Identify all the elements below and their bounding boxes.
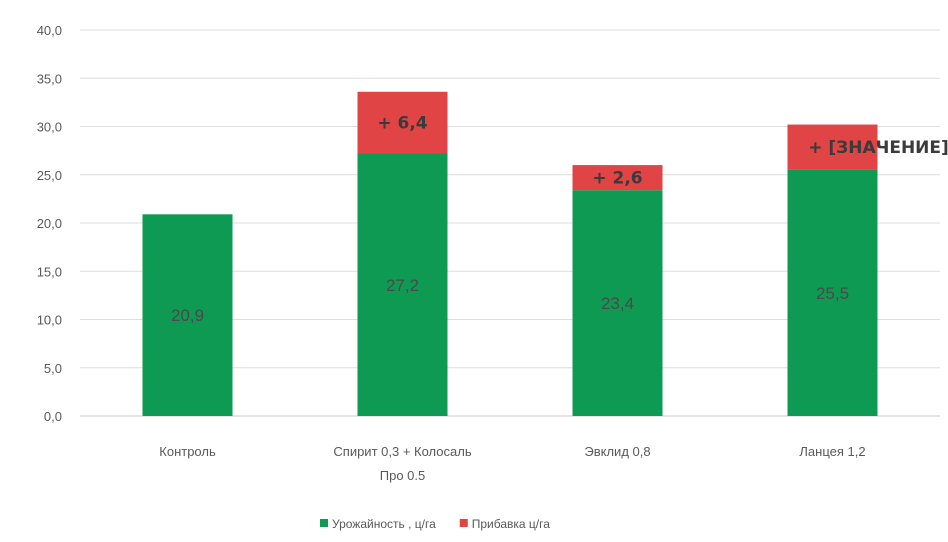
bar-increase	[572, 165, 663, 191]
data-label-increase: + [ЗНАЧЕНИЕ]	[808, 138, 948, 158]
data-label-increase: + 2,6	[592, 169, 642, 189]
data-label-yield: 20,9	[171, 306, 204, 325]
x-axis: Контроль Спирит 0,3 + Колосаль Про 0.5 Эвкл…	[159, 444, 865, 483]
y-tick-label: 0,0	[44, 409, 62, 424]
bar-yield	[572, 190, 663, 416]
legend-swatch	[320, 519, 328, 527]
legend: Урожайность , ц/га Прибавка ц/га	[320, 517, 550, 531]
y-tick-label: 20,0	[37, 216, 62, 231]
y-tick-label: 5,0	[44, 361, 62, 376]
bar-increase	[787, 124, 878, 170]
x-tick-label: Контроль	[159, 444, 216, 459]
y-axis: 0,0 5,0 10,0 15,0 20,0 25,0 30,0 35,0 40,0	[37, 23, 62, 424]
data-label-increase: + 6,4	[377, 114, 427, 134]
y-tick-label: 40,0	[37, 23, 62, 38]
x-tick-label: Про 0.5	[380, 468, 426, 483]
bar-yield	[787, 169, 878, 416]
bar-increase	[357, 91, 448, 154]
y-tick-label: 30,0	[37, 120, 62, 135]
legend-swatch	[459, 519, 468, 527]
y-tick-label: 10,0	[37, 313, 62, 328]
y-tick-label: 25,0	[37, 168, 62, 183]
x-tick-label: Эвклид 0,8	[584, 444, 650, 459]
x-tick-label: Ланцея 1,2	[799, 444, 865, 459]
data-label-yield: 23,4	[601, 294, 634, 313]
y-tick-label: 35,0	[37, 71, 62, 86]
y-tick-label: 15,0	[37, 264, 62, 279]
bar-yield	[357, 153, 448, 416]
data-labels: 20,9 27,2 + 6,4 23,4 + 2,6 25,5 + [ЗНАЧЕНИЕ]	[171, 114, 948, 326]
bar-yield	[142, 214, 233, 416]
x-tick-label: Спирит 0,3 + Колосаль	[333, 444, 471, 459]
data-label-yield: 25,5	[816, 284, 849, 303]
legend-label: Прибавка ц/га	[472, 517, 550, 531]
data-label-yield: 27,2	[386, 276, 419, 295]
legend-label: Урожайность , ц/га	[332, 517, 436, 531]
bars	[142, 91, 878, 416]
